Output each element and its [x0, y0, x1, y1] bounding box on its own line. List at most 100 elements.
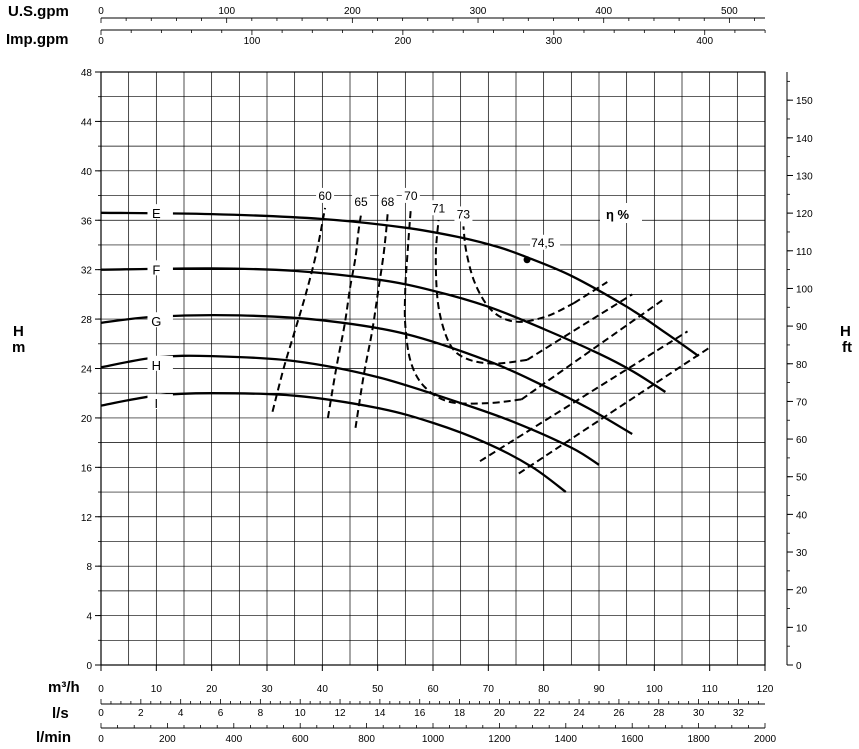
- y-left-tick-label: 4: [86, 612, 92, 623]
- y-left-tick-label: 24: [81, 365, 93, 376]
- efficiency-label-65: 65: [354, 195, 368, 209]
- lmin-tick-label: 200: [159, 734, 176, 745]
- y-right-tick-label: 20: [796, 586, 808, 597]
- impgpm-tick-label: 0: [98, 36, 104, 47]
- x-m3h-tick-label: 50: [372, 684, 384, 695]
- lmin-tick-label: 0: [98, 734, 104, 745]
- usgpm-tick-label: 200: [344, 6, 361, 17]
- head-curve-label-H: H: [152, 358, 161, 373]
- head-curve-I: [100, 392, 567, 493]
- y-right-tick-label: 40: [796, 510, 808, 521]
- efficiency-label-68: 68: [381, 195, 395, 209]
- efficiency-extension: [520, 297, 666, 401]
- x-m3h-tick-label: 0: [98, 684, 104, 695]
- lmin-tick-label: 1400: [555, 734, 578, 745]
- ls-tick-label: 12: [334, 708, 346, 719]
- best-efficiency-label: 74,5: [531, 236, 555, 250]
- y-left-tick-label: 44: [81, 117, 93, 128]
- ls-tick-label: 30: [693, 708, 705, 719]
- efficiency-extension: [518, 346, 711, 475]
- head-curve-label-E: E: [152, 206, 161, 221]
- ls-tick-label: 6: [218, 708, 224, 719]
- efficiency-curve-60: [271, 207, 327, 412]
- y-left-tick-label: 40: [81, 167, 93, 178]
- efficiency-extension: [573, 281, 608, 304]
- efficiency-label-bg: [401, 187, 420, 203]
- y-right-axis-unit: ft: [842, 339, 852, 356]
- y-left-tick-label: 0: [86, 661, 92, 672]
- y-right-tick-label: 130: [796, 171, 813, 182]
- lmin-tick-label: 600: [292, 734, 309, 745]
- y-right-tick-label: 80: [796, 360, 808, 371]
- usgpm-tick-label: 500: [721, 6, 738, 17]
- usgpm-tick-label: 0: [98, 6, 104, 17]
- x-m3h-tick-label: 70: [483, 684, 495, 695]
- head-curves: E F G H I: [100, 204, 700, 493]
- x-m3h-tick-label: 90: [593, 684, 605, 695]
- efficiency-label-bg: [378, 194, 397, 210]
- head-curve-label-bg: [147, 260, 173, 276]
- efficiency-curve-68: [354, 214, 389, 428]
- ls-axis-title: l/s: [52, 705, 69, 722]
- y-left-axis-title: H: [13, 323, 24, 340]
- y-right-tick-label: 70: [796, 397, 808, 408]
- efficiency-label-bg: [454, 206, 473, 222]
- ls-tick-label: 4: [178, 708, 184, 719]
- x-m3h-tick-label: 110: [702, 684, 718, 695]
- impgpm-tick-label: 100: [244, 36, 261, 47]
- y-right-tick-label: 120: [796, 209, 813, 220]
- efficiency-label-bg: [316, 187, 335, 203]
- efficiency-extension: [479, 330, 689, 463]
- efficiency-curve-70: [403, 207, 522, 405]
- ls-tick-label: 22: [534, 708, 546, 719]
- chart-grid: [100, 71, 766, 666]
- ls-tick-label: 2: [138, 708, 144, 719]
- y-left-tick-label: 28: [81, 315, 93, 326]
- efficiency-curve-73: [462, 226, 575, 323]
- x-m3h-tick-label: 40: [317, 684, 329, 695]
- y-right-tick-label: 60: [796, 435, 808, 446]
- usgpm-tick-label: 100: [218, 6, 235, 17]
- impgpm-tick-label: 300: [545, 36, 562, 47]
- y-left-tick-label: 48: [81, 68, 93, 79]
- y-left-tick-label: 12: [81, 513, 93, 524]
- x-m3h-tick-label: 100: [646, 684, 663, 695]
- usgpm-tick-label: 300: [470, 6, 487, 17]
- efficiency-label-70: 70: [404, 189, 418, 203]
- efficiency-title-bg: [600, 203, 642, 223]
- y-right-tick-label: 90: [796, 322, 808, 333]
- y-right-tick-label: 110: [796, 247, 812, 258]
- head-curve-label-bg: [147, 204, 173, 220]
- y-left-tick-label: 8: [86, 562, 92, 573]
- ls-tick-label: 8: [258, 708, 264, 719]
- x-m3h-tick-label: 20: [206, 684, 218, 695]
- efficiency-label-71: 71: [432, 201, 446, 215]
- y-right-tick-label: 50: [796, 473, 808, 484]
- best-efficiency-point: [523, 256, 531, 264]
- ls-tick-label: 26: [613, 708, 625, 719]
- head-curve-label-bg: [147, 355, 173, 371]
- ls-tick-label: 10: [295, 708, 307, 719]
- y-left-tick-label: 32: [81, 266, 93, 277]
- efficiency-title: η %: [606, 207, 630, 222]
- y-left-tick-label: 16: [81, 463, 93, 474]
- ls-tick-label: 28: [653, 708, 665, 719]
- y-right-tick-label: 10: [796, 623, 808, 634]
- y-right-tick-label: 150: [796, 96, 813, 107]
- best-efficiency-label-bg: [530, 234, 561, 250]
- y-right-tick-label: 140: [796, 134, 813, 145]
- efficiency-label-bg: [429, 200, 448, 216]
- ls-tick-label: 16: [414, 708, 426, 719]
- x-m3h-tick-label: 30: [261, 684, 273, 695]
- x-m3h-tick-label: 120: [757, 684, 774, 695]
- lmin-tick-label: 1600: [621, 734, 644, 745]
- axis-ticks: 0481216202428323640444801020304050607080…: [81, 6, 813, 745]
- usgpm-tick-label: 400: [595, 6, 612, 17]
- efficiency-curves: 60 65 68 70 71 73 74,5: [271, 187, 711, 475]
- y-right-tick-label: 0: [796, 661, 802, 672]
- lmin-tick-label: 400: [225, 734, 242, 745]
- y-right-axis-title: H: [840, 323, 851, 340]
- head-curve-G: [100, 314, 633, 435]
- lmin-tick-label: 1200: [488, 734, 511, 745]
